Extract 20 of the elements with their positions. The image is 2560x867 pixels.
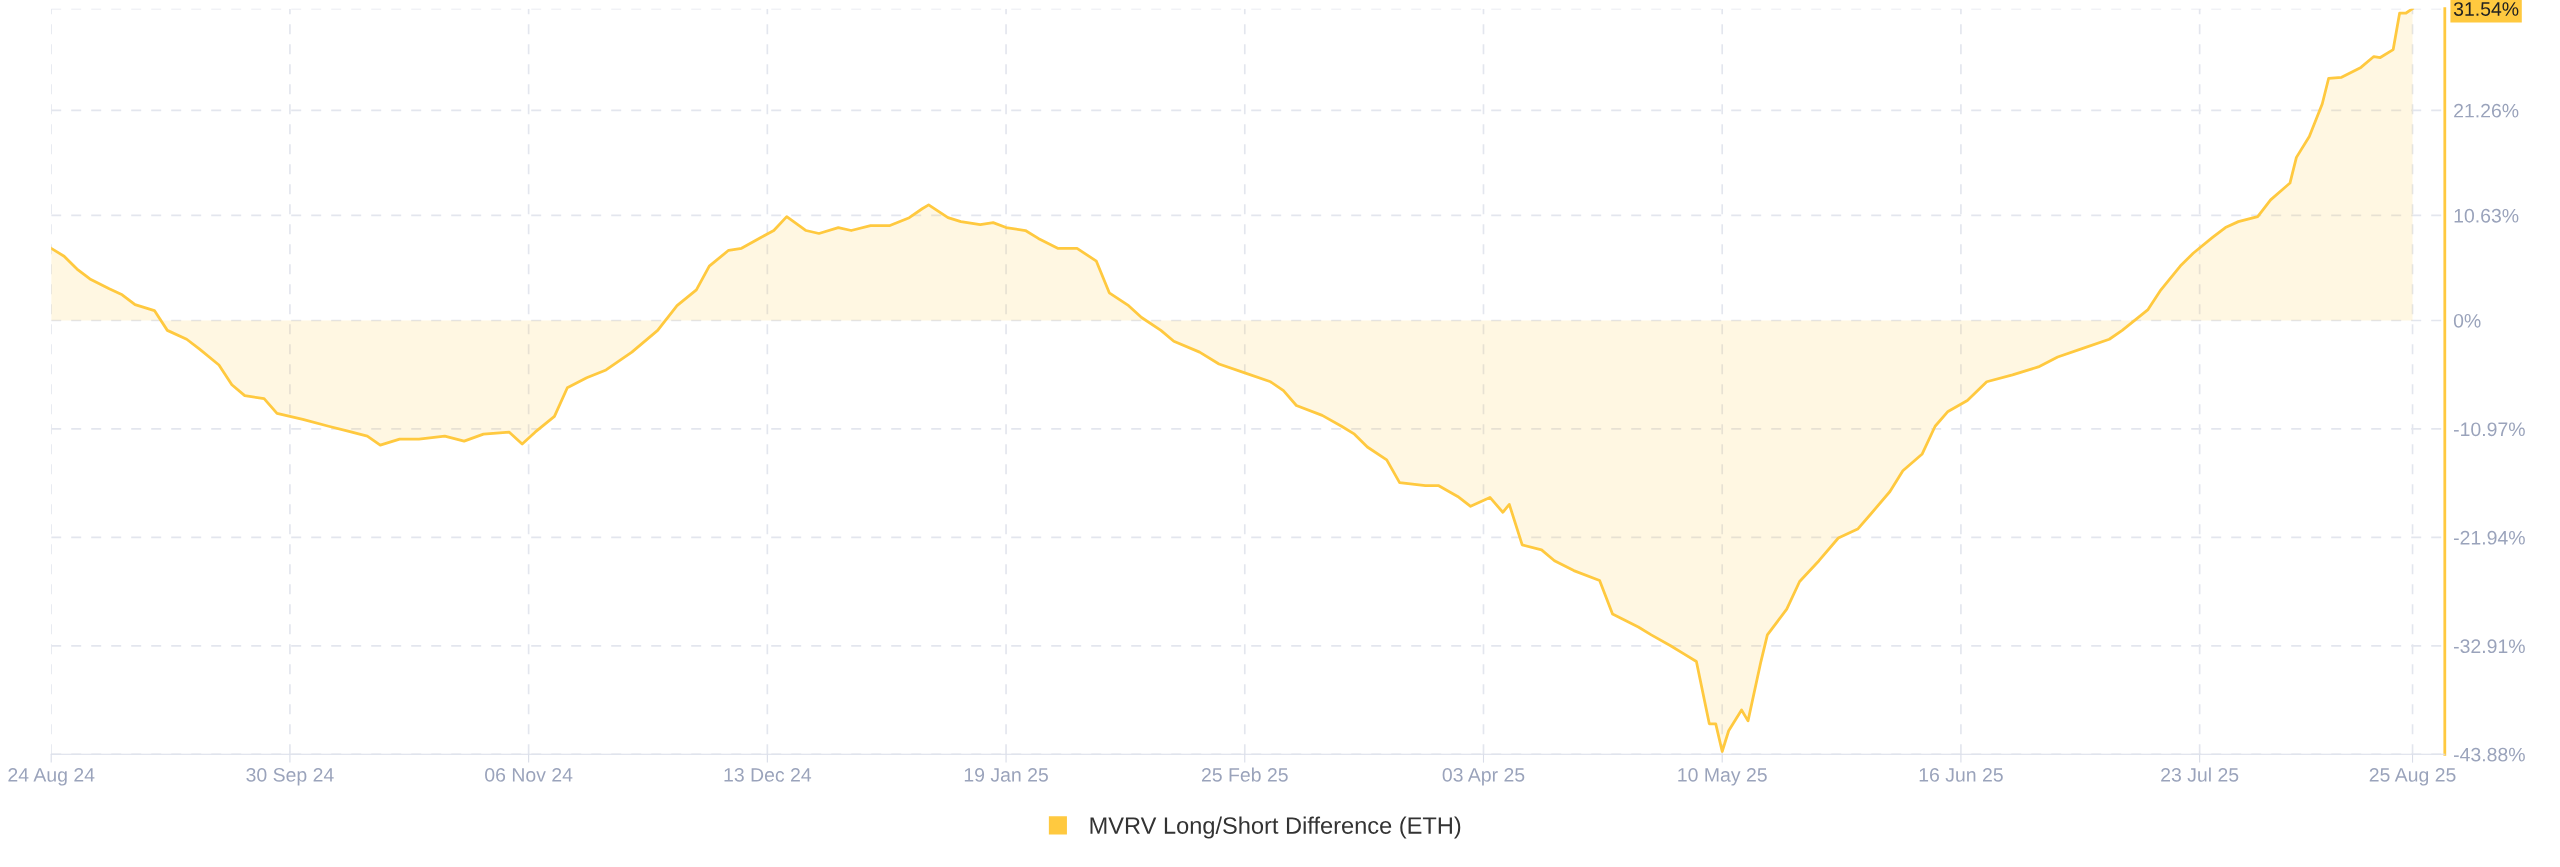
x-tick-label: 19 Jan 25 xyxy=(964,768,1048,782)
y-tick-label: -21.94% xyxy=(2454,530,2525,545)
y-tick-label: 10.63% xyxy=(2454,208,2519,223)
y-tick-label: 31.54% xyxy=(2453,2,2519,16)
legend-label: MVRV Long/Short Difference (ETH) xyxy=(1090,816,1461,839)
x-tick-label: 16 Jun 25 xyxy=(1919,768,2003,782)
x-tick-label: 24 Aug 24 xyxy=(8,768,95,786)
x-tick-label: 25 Aug 25 xyxy=(2369,768,2456,786)
x-tick-label: 23 Jul 25 xyxy=(2161,767,2239,782)
x-tick-label: 06 Nov 24 xyxy=(485,768,573,782)
y-tick-label: 0% xyxy=(2453,313,2481,328)
y-tick-label: -32.91% xyxy=(2454,639,2525,654)
y-tick-label: 21.26% xyxy=(2454,103,2519,118)
x-tick-label: 10 May 25 xyxy=(1678,768,1767,786)
y-tick-label: -43.88% xyxy=(2454,747,2525,762)
x-tick-label: 03 Apr 25 xyxy=(1442,768,1525,786)
y-tick-label: -10.97% xyxy=(2454,422,2525,437)
x-tick-label: 13 Dec 24 xyxy=(724,768,812,782)
x-tick-label: 30 Sep 24 xyxy=(246,768,334,786)
x-tick-label: 25 Feb 25 xyxy=(1201,767,1288,782)
